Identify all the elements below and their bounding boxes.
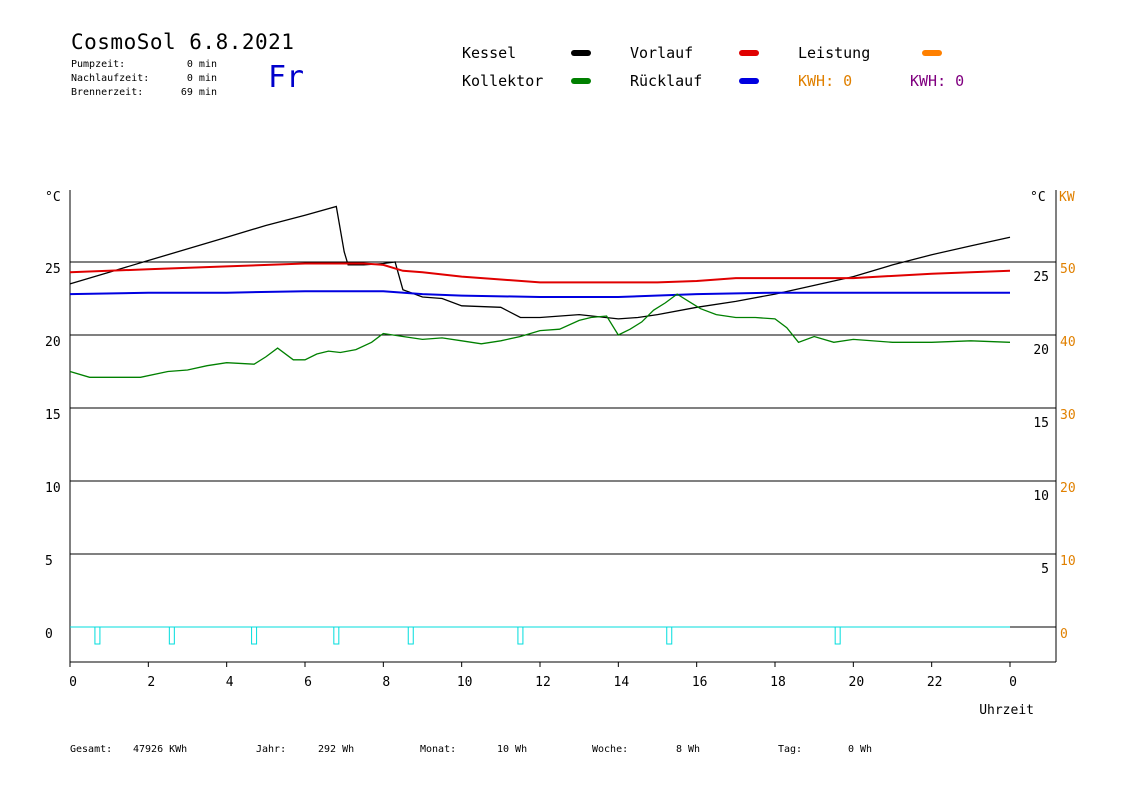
series-kollektor-line [69,293,1011,378]
x-tick-label: 6 [304,675,312,690]
x-tick-label: 2 [147,675,155,690]
x-tick-label: 10 [457,675,473,690]
footer-woche-value: 8 Wh [676,744,701,755]
legend-kollektor-label: Kollektor [462,72,544,90]
nachlaufzeit-value: 0 min [186,73,217,84]
series-brenner-marker [834,626,841,645]
y-tick-left: 25 [45,262,61,277]
footer-woche-label: Woche: [592,744,629,755]
legend-ruecklauf-label: Rücklauf [630,72,703,90]
legend-vorlauf-label: Vorlauf [630,44,694,62]
y-unit-right-temp: °C [1030,190,1046,205]
y-tick-right-power: 30 [1060,408,1076,423]
weekday-label: Fr [268,60,305,95]
x-tick-label: 12 [535,675,551,690]
x-tick-label: 20 [849,675,865,690]
temperature-chart: 0 5 10 15 20 25 5 10 15 20 25 0 10 20 30 40 50 °C °C KW 0 2 4 6… [45,190,1076,718]
x-axis-label: Uhrzeit [979,703,1034,718]
kwh-left-label: KWH: 0 [798,72,853,90]
y-tick-right-power: 40 [1060,335,1076,350]
series-brenner-marker [333,626,340,645]
y-tick-left: 5 [45,554,53,569]
footer-jahr-label: Jahr: [256,744,287,755]
footer-gesamt-value: 47926 KWh [133,744,188,755]
y-tick-right-temp: 20 [1033,343,1049,358]
series-brenner-marker [251,626,258,645]
series-brenner-marker [407,626,414,645]
x-tick-label: 16 [692,675,708,690]
y-tick-right-temp: 15 [1033,416,1049,431]
series-brenner-marker [94,626,101,645]
y-tick-right-temp: 10 [1033,489,1049,504]
legend-kessel-label: Kessel [462,44,517,62]
y-tick-right-power: 20 [1060,481,1076,496]
series-kessel-line [69,205,1011,320]
legend-vorlauf-swatch [739,50,759,56]
y-tick-right-temp: 5 [1041,562,1049,577]
legend-kollektor-swatch [571,78,591,84]
legend-kessel-swatch [571,50,591,56]
brennerzeit-value: 69 min [180,87,217,98]
series-brenner-marker [666,626,673,645]
legend-leistung-swatch [922,50,942,56]
x-tick-label: 22 [927,675,943,690]
y-tick-right-power: 50 [1060,262,1076,277]
series-rcklauf-line [69,290,1010,298]
footer-monat-value: 10 Wh [497,744,528,755]
nachlaufzeit-label: Nachlaufzeit: [71,73,150,84]
y-tick-right-temp: 25 [1033,270,1049,285]
x-tick-label: 0 [69,675,77,690]
legend-ruecklauf-swatch [739,78,759,84]
y-tick-left: 15 [45,408,61,423]
footer-monat-label: Monat: [420,744,457,755]
series-vorlauf-line [69,262,1011,284]
footer-jahr-value: 292 Wh [318,744,355,755]
series-brenner-marker [517,626,524,645]
y-unit-left: °C [45,190,61,205]
y-tick-left: 20 [45,335,61,350]
footer-gesamt-label: Gesamt: [70,744,113,755]
x-tick-label: 18 [770,675,786,690]
x-tick-label: 8 [382,675,390,690]
legend-leistung-label: Leistung [798,44,871,62]
pumpzeit-value: 0 min [186,59,217,70]
x-tick-label: 0 [1009,675,1017,690]
y-unit-right-power: KW [1059,190,1075,205]
x-tick-label: 14 [614,675,630,690]
y-tick-left: 0 [45,627,53,642]
x-tick-label: 4 [226,675,234,690]
series-brenner-marker [168,626,175,645]
y-tick-right-power: 0 [1060,627,1068,642]
footer-tag-label: Tag: [778,744,803,755]
page-title: CosmoSol 6.8.2021 [71,30,295,54]
y-tick-right-power: 10 [1060,554,1076,569]
brennerzeit-label: Brennerzeit: [71,87,144,98]
y-tick-left: 10 [45,481,61,496]
pumpzeit-label: Pumpzeit: [71,59,126,70]
footer-tag-value: 0 Wh [848,744,873,755]
kwh-right-label: KWH: 0 [910,72,965,90]
